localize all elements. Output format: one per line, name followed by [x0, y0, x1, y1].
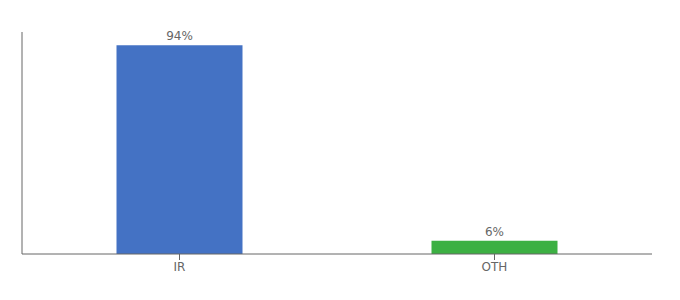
- svg-text:94%: 94%: [166, 29, 193, 43]
- svg-text:6%: 6%: [485, 225, 504, 239]
- svg-text:OTH: OTH: [482, 260, 508, 274]
- svg-text:IR: IR: [174, 260, 186, 274]
